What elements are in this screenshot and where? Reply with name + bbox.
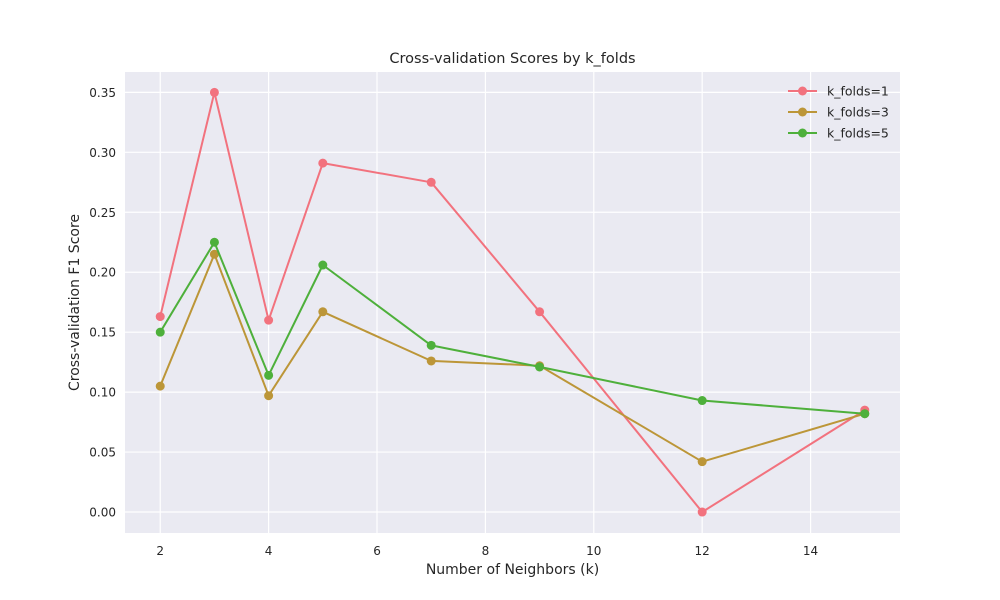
data-point — [155, 381, 165, 391]
data-point — [318, 158, 328, 168]
data-point — [318, 260, 328, 270]
legend-item: k_folds=5 — [788, 126, 889, 141]
data-point — [860, 409, 870, 419]
y-tick-label: 0.25 — [89, 206, 116, 220]
legend-swatch-marker — [798, 107, 807, 117]
legend-item: k_folds=1 — [788, 84, 889, 99]
legend-swatch-marker — [798, 128, 807, 138]
series-line — [159, 253, 866, 463]
data-point — [155, 312, 165, 322]
tick-labels: 2 4 6 8 10 12 14 0.00 0.05 0.10 0.15 0.20 0.25 0.30 0.… — [89, 86, 818, 558]
x-tick-label: 14 — [803, 544, 818, 558]
series-line — [159, 91, 866, 513]
data-point — [264, 315, 274, 325]
x-tick-label: 4 — [265, 544, 273, 558]
legend-label: k_folds=3 — [827, 105, 889, 120]
x-tick-label: 6 — [373, 544, 381, 558]
y-tick-label: 0.30 — [89, 146, 116, 160]
y-tick-label: 0.05 — [89, 446, 116, 460]
x-tick-label: 10 — [586, 544, 601, 558]
data-point — [318, 307, 328, 317]
grid-lines — [125, 72, 900, 533]
data-point — [535, 307, 545, 317]
legend-label: k_folds=5 — [827, 126, 889, 141]
legend-label: k_folds=1 — [827, 84, 889, 99]
x-axis-label: Number of Neighbors (k) — [426, 562, 599, 578]
chart-title: Cross-validation Scores by k_folds — [389, 51, 635, 67]
data-point — [155, 327, 165, 337]
y-tick-label: 0.10 — [89, 386, 116, 400]
data-point — [426, 340, 436, 350]
data-point — [697, 457, 707, 467]
y-tick-label: 0.00 — [89, 506, 116, 520]
data-point — [209, 237, 219, 247]
plot-background — [125, 72, 900, 533]
series-layer — [155, 87, 870, 517]
series-k-folds-5 — [155, 237, 870, 419]
data-point — [264, 370, 274, 380]
legend-item: k_folds=3 — [788, 105, 889, 120]
y-tick-label: 0.35 — [89, 86, 116, 100]
y-axis-label: Cross-validation F1 Score — [67, 214, 83, 391]
x-tick-label: 12 — [695, 544, 710, 558]
legend-swatch-marker — [798, 86, 807, 96]
data-point — [209, 87, 219, 97]
legend: k_folds=1 k_folds=3 k_folds=5 — [788, 84, 889, 141]
y-tick-label: 0.15 — [89, 326, 116, 340]
data-point — [209, 249, 219, 259]
series-line — [159, 241, 865, 415]
x-tick-label: 2 — [156, 544, 164, 558]
y-tick-label: 0.20 — [89, 266, 116, 280]
data-point — [426, 177, 436, 187]
data-point — [426, 356, 436, 366]
data-point — [697, 507, 707, 517]
data-point — [535, 362, 545, 372]
x-tick-label: 8 — [482, 544, 490, 558]
data-point — [264, 391, 274, 401]
data-point — [697, 396, 707, 406]
